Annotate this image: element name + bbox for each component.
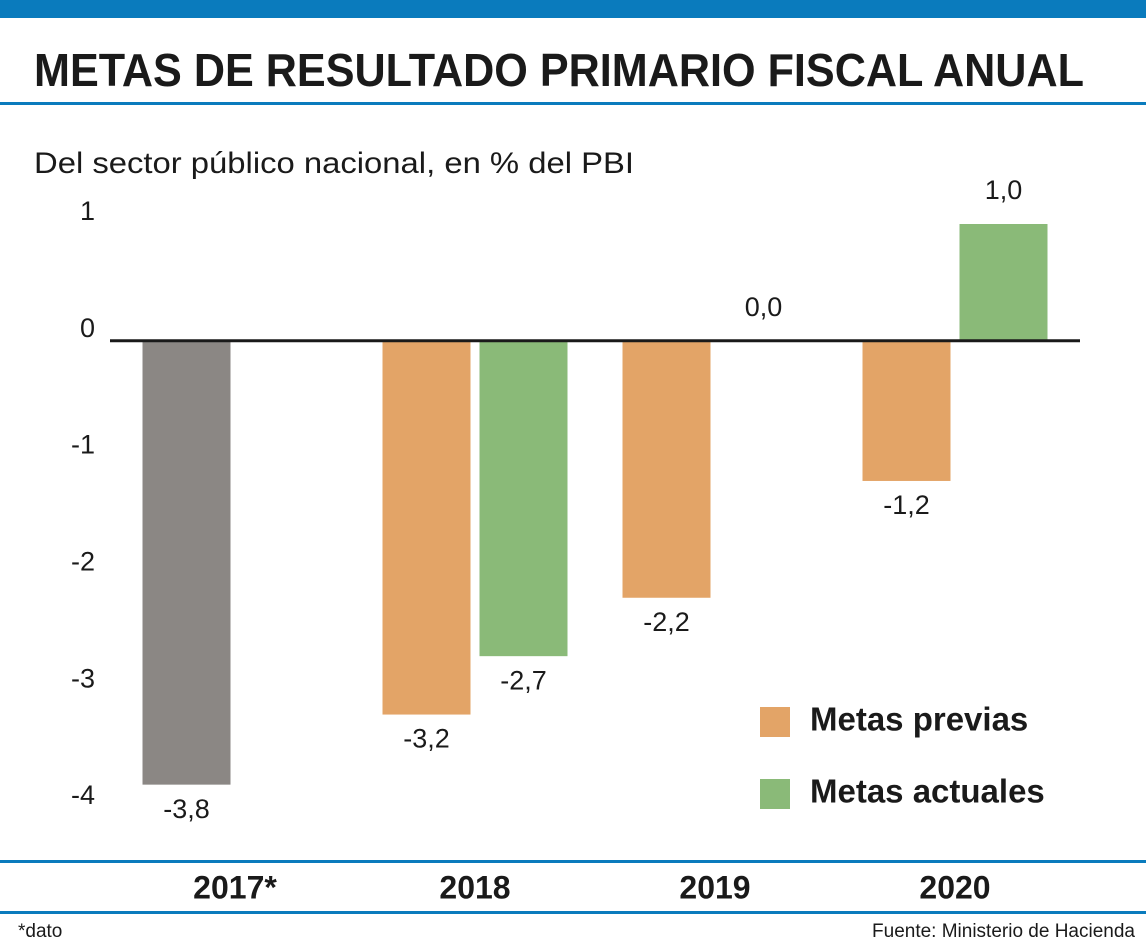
source: Fuente: Ministerio de Hacienda: [872, 921, 1135, 942]
legend-swatch: [760, 779, 790, 809]
chart-title: METAS DE RESULTADO PRIMARIO FISCAL ANUAL: [34, 44, 1084, 96]
y-tick-label: -4: [71, 780, 95, 810]
x-tick-label: 2019: [679, 869, 750, 905]
x-tick-label: 2018: [439, 869, 510, 905]
bar: [479, 340, 568, 657]
title-rule: [0, 102, 1146, 105]
value-label: -1,2: [883, 490, 930, 520]
value-label: 1,0: [985, 175, 1023, 205]
y-tick-label: -2: [71, 547, 95, 577]
value-label: -2,2: [643, 607, 690, 637]
footnote: *dato: [18, 921, 62, 942]
value-label: -3,2: [403, 724, 450, 754]
top-band: [0, 0, 1146, 18]
legend-label: Metas previas: [810, 701, 1028, 738]
value-label: -2,7: [500, 665, 547, 695]
bar: [142, 340, 231, 785]
y-tick-label: 1: [80, 196, 95, 226]
bar: [622, 340, 711, 598]
y-tick-label: -1: [71, 430, 95, 460]
y-tick-label: -3: [71, 663, 95, 693]
value-label: 0,0: [745, 292, 783, 322]
x-tick-label: 2020: [919, 869, 990, 905]
legend-label: Metas actuales: [810, 773, 1045, 810]
legend-swatch: [760, 707, 790, 737]
value-label: -3,8: [163, 794, 210, 824]
bar: [382, 340, 471, 715]
chart-subtitle: Del sector público nacional, en % del PB…: [34, 147, 634, 180]
axis-rule: [0, 860, 1146, 863]
footer-rule: [0, 911, 1146, 914]
y-tick-label: 0: [80, 313, 95, 343]
x-tick-label: 2017*: [193, 869, 277, 905]
bar: [959, 224, 1048, 341]
bar: [862, 340, 951, 481]
